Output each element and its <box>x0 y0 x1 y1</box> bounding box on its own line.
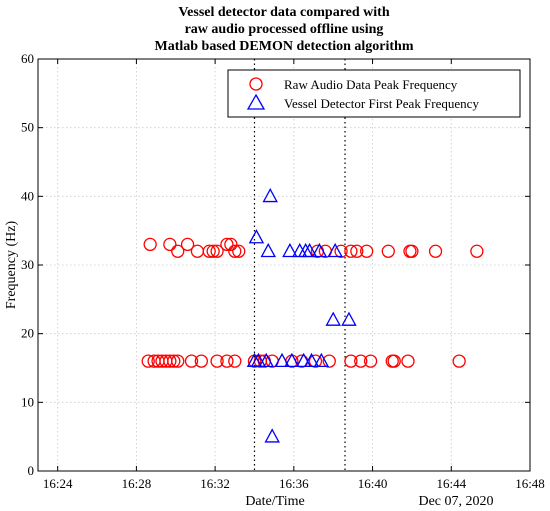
raw-audio-point <box>322 354 336 368</box>
raw-audio-point <box>381 244 395 258</box>
plot-area <box>38 59 530 471</box>
y-tick-label: 50 <box>21 120 34 135</box>
vessel-detector-point <box>274 352 290 368</box>
chart-title-line-3: Matlab based DEMON detection algorithm <box>155 39 414 54</box>
data-markers <box>141 187 484 443</box>
raw-audio-point <box>210 244 224 258</box>
raw-audio-point <box>194 354 208 368</box>
raw-audio-point <box>228 244 242 258</box>
legend-label-raw-audio: Raw Audio Data Peak Frequency <box>284 77 458 92</box>
vessel-detector-point <box>260 242 276 258</box>
reference-lines <box>253 59 346 471</box>
vessel-detector-point <box>327 242 343 258</box>
raw-audio-point <box>470 244 484 258</box>
raw-audio-point <box>180 237 195 252</box>
raw-audio-point <box>405 244 419 258</box>
vessel-detector-point <box>264 428 280 443</box>
vessel-detector-point <box>262 187 278 203</box>
raw-audio-point <box>401 354 415 368</box>
vessel-detector-point <box>282 242 298 258</box>
vessel-detector-point <box>258 352 275 368</box>
vessel-detector-point <box>301 242 318 258</box>
x-tick-label: 16:44 <box>436 476 466 491</box>
raw-audio-point <box>452 354 466 368</box>
vessel-detector-point <box>313 352 330 368</box>
raw-audio-point <box>387 354 401 368</box>
legend-circle-marker <box>249 77 263 91</box>
vessel-detector-point <box>250 352 267 368</box>
raw-audio-point <box>344 244 358 258</box>
y-tick-label: 10 <box>21 394 34 409</box>
legend-triangle-marker <box>246 93 266 110</box>
raw-audio-point <box>202 244 216 258</box>
y-axis-label: Frequency (Hz) <box>4 221 19 310</box>
raw-audio-point <box>363 354 378 368</box>
x-tick-label: 16:40 <box>358 476 388 491</box>
vessel-detector-point <box>311 242 328 258</box>
x-axis-label: Date/Time <box>245 494 304 509</box>
x-tick-label: 16:24 <box>43 476 73 491</box>
x-tick-label: 16:36 <box>279 476 309 491</box>
vessel-detector-point <box>295 352 312 368</box>
raw-audio-point <box>220 354 234 368</box>
raw-audio-point <box>206 244 220 258</box>
x-tick-label: 16:28 <box>122 476 152 491</box>
raw-audio-point <box>163 237 177 252</box>
y-tick-label: 60 <box>21 51 34 66</box>
raw-audio-point <box>210 354 224 368</box>
legend-box <box>227 69 521 118</box>
raw-audio-point <box>350 244 364 258</box>
raw-audio-point <box>143 237 157 252</box>
x-tick-label: 16:32 <box>200 476 230 491</box>
vessel-detector-point <box>248 229 265 244</box>
legend: Raw Audio Data Peak Frequency Vessel Det… <box>227 69 521 118</box>
date-label: Dec 07, 2020 <box>418 494 493 509</box>
raw-audio-point <box>224 237 238 252</box>
raw-audio-point <box>184 354 199 368</box>
raw-audio-point <box>428 244 443 258</box>
legend-label-vessel-detector: Vessel Detector First Peak Frequency <box>284 96 479 111</box>
raw-audio-point <box>344 354 358 368</box>
raw-audio-point <box>141 354 155 368</box>
raw-audio-point <box>220 237 234 252</box>
y-tick-label: 0 <box>28 463 35 478</box>
chart-title-line-1: Vessel detector data compared with <box>178 5 389 20</box>
raw-audio-point <box>163 354 177 368</box>
vessel-detector-point <box>341 311 357 326</box>
raw-audio-point <box>171 244 185 258</box>
raw-audio-point <box>232 244 246 258</box>
raw-audio-point <box>167 354 181 368</box>
chart-title-line-2: raw audio processed offline using <box>185 22 384 37</box>
axis-ticks: 0 10 20 30 40 50 60 16:24 16:28 16:32 16:36 16:40 16… <box>21 51 545 491</box>
y-tick-label: 30 <box>21 257 34 272</box>
raw-audio-point <box>228 354 242 368</box>
vessel-detector-point <box>303 352 320 368</box>
x-tick-label: 16:48 <box>515 476 545 491</box>
vessel-detector-point <box>325 311 341 326</box>
raw-audio-point <box>360 244 374 258</box>
raw-audio-point <box>171 354 185 368</box>
raw-audio-point <box>354 354 368 368</box>
raw-audio-point <box>308 354 323 368</box>
y-tick-label: 40 <box>21 188 34 203</box>
y-tick-label: 20 <box>21 326 34 341</box>
vessel-detector-point <box>284 352 300 368</box>
raw-audio-point <box>334 244 348 258</box>
